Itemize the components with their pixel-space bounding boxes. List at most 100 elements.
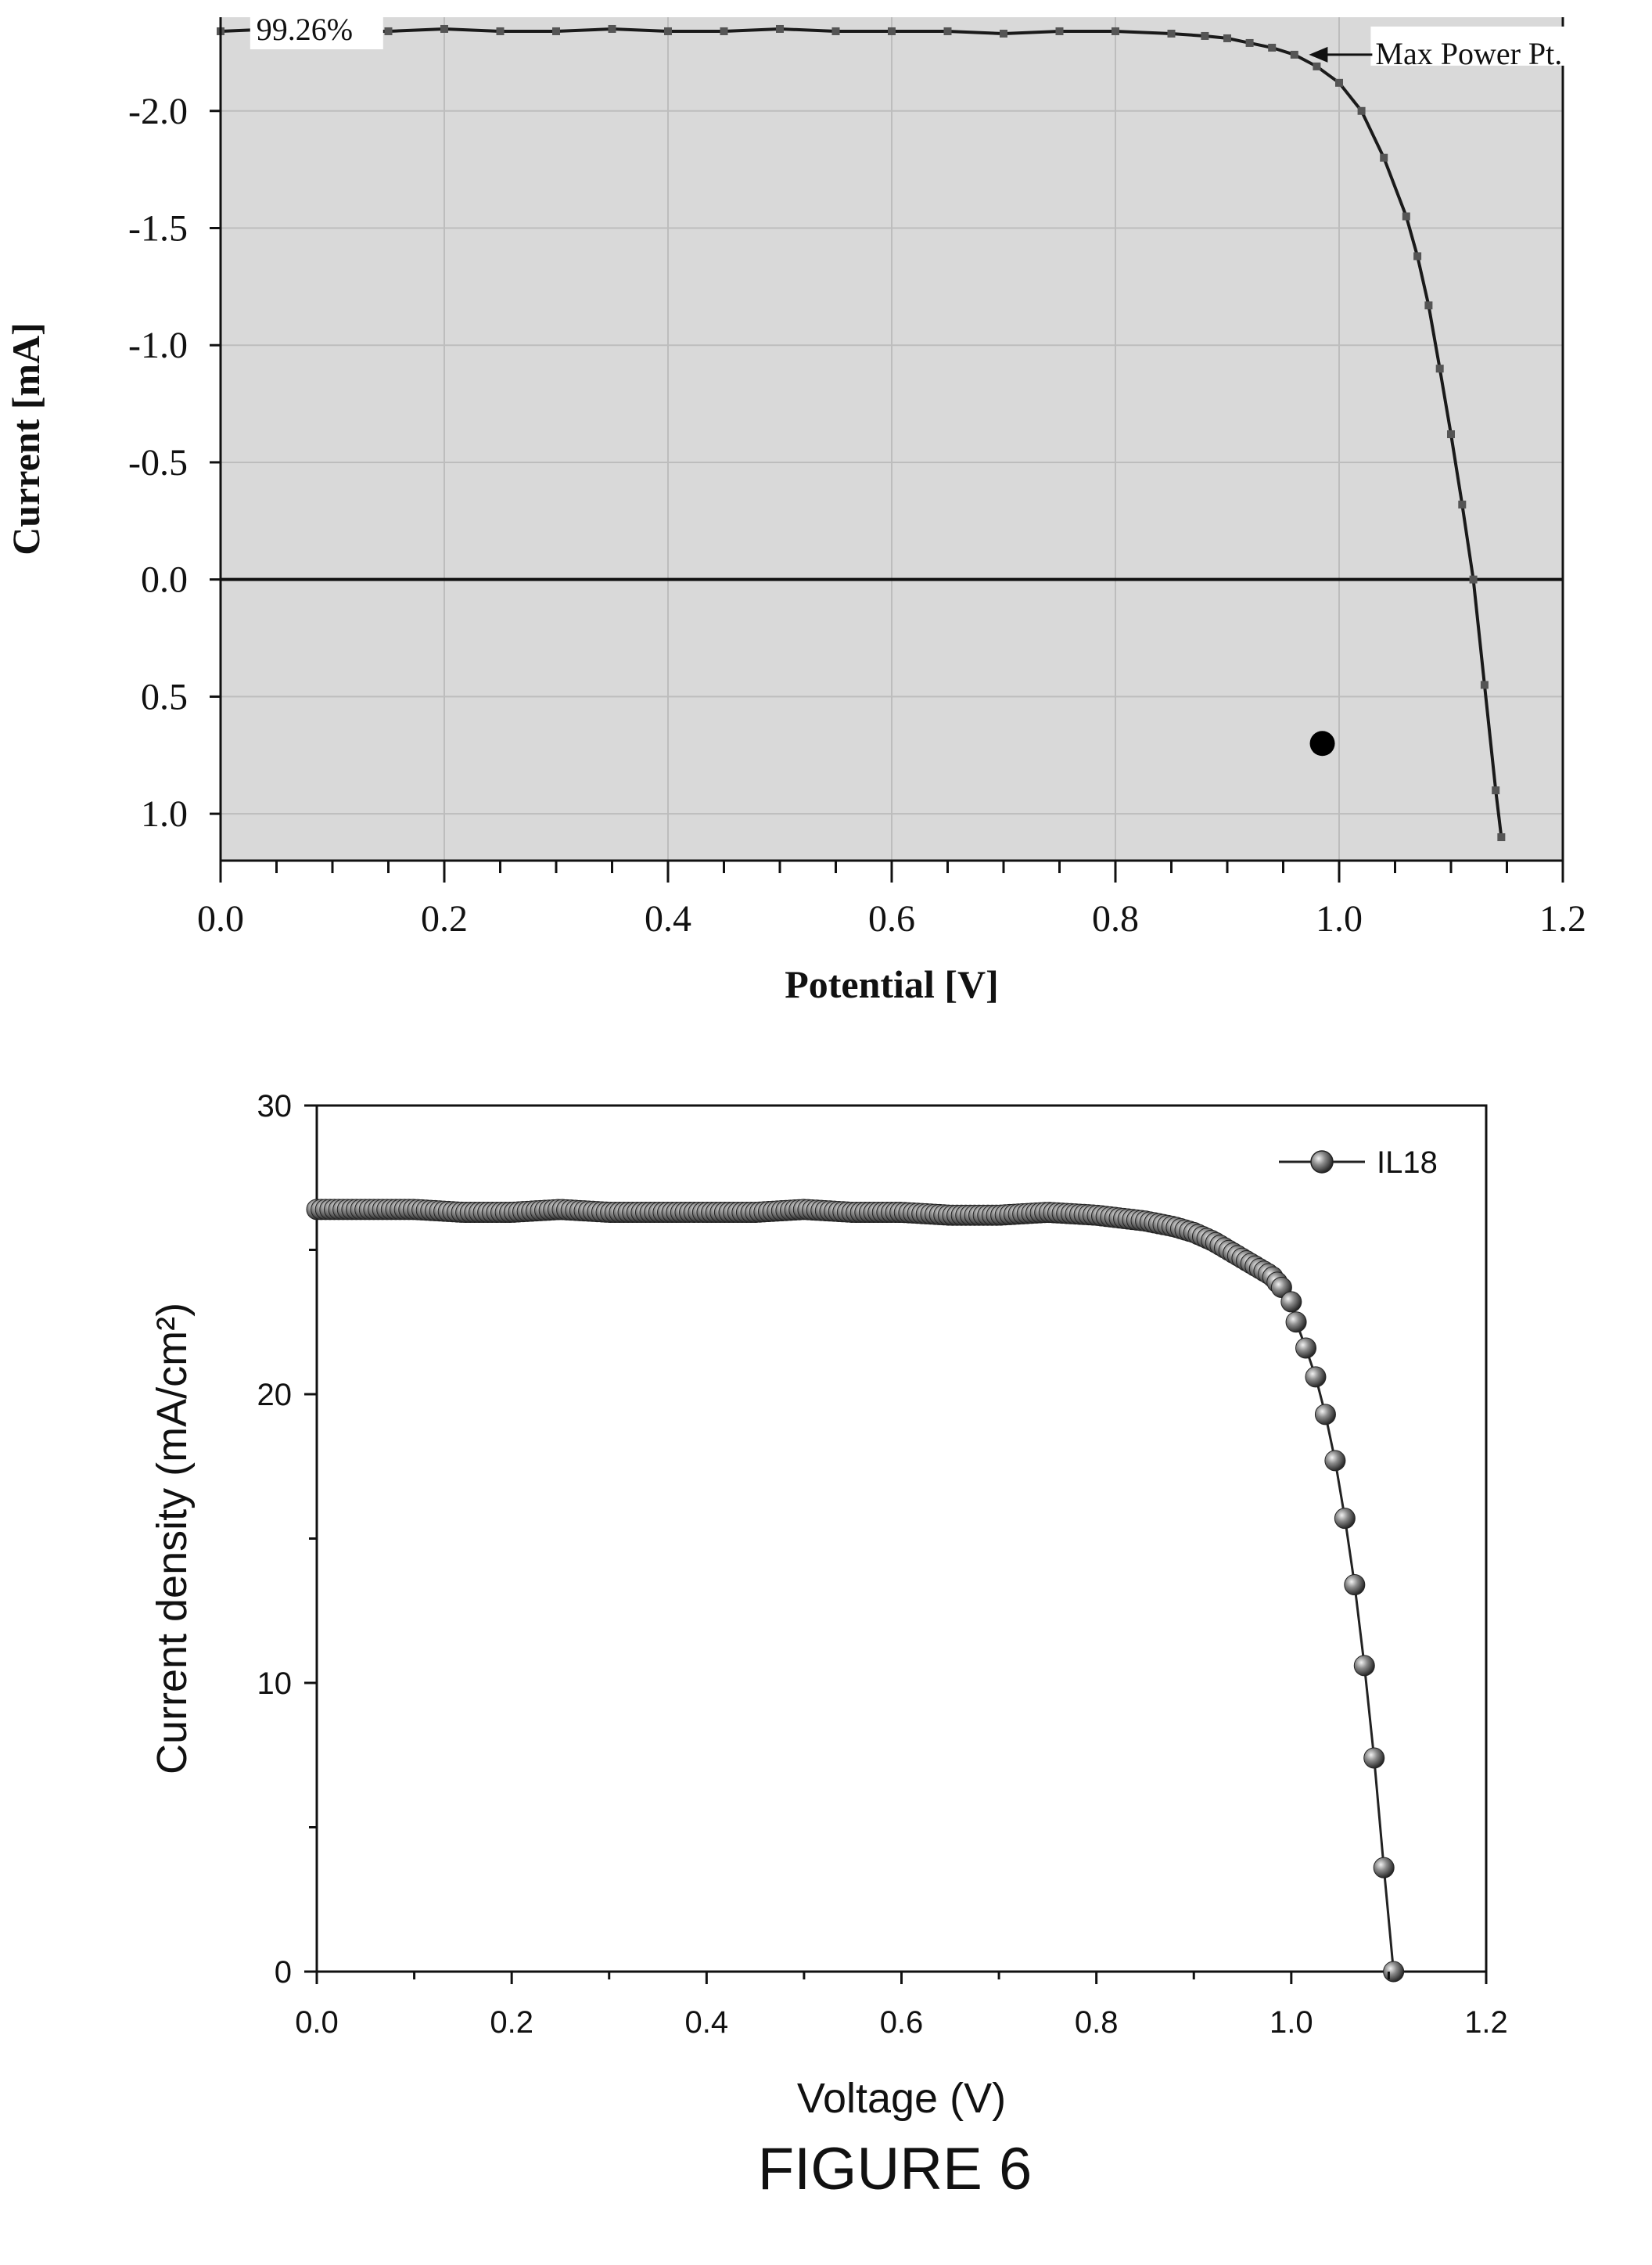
y-tick-label: 0.0	[141, 559, 188, 601]
data-point-marker	[1480, 681, 1489, 689]
annotation-max-power-background	[1370, 26, 1592, 66]
data-point-marker	[1314, 1404, 1336, 1426]
max-power-point-marker	[1309, 731, 1335, 757]
x-tick-label: 1.2	[1539, 898, 1586, 940]
data-point-marker	[1245, 38, 1254, 47]
x-tick-label: 0.2	[421, 898, 468, 940]
data-point-marker	[1458, 500, 1467, 509]
x-tick-labels: 0.0 0.2 0.4 0.6 0.8 1.0 1.2	[197, 898, 1586, 940]
y-tick-label: -1.0	[128, 325, 188, 366]
y-tick-label: -0.5	[128, 442, 188, 484]
data-point-marker	[1469, 575, 1478, 584]
y-tick-label: 30	[257, 1089, 293, 1124]
data-point-marker	[1402, 212, 1410, 221]
annotation-efficiency: 99.26%	[250, 8, 383, 49]
plot-frame	[315, 1104, 1488, 1973]
data-point-marker	[1290, 50, 1298, 59]
data-point-marker	[1447, 430, 1455, 439]
data-point-marker	[1492, 786, 1500, 795]
data-point-marker	[1055, 27, 1064, 35]
data-point-marker	[1268, 43, 1277, 52]
data-point-marker	[831, 27, 840, 35]
x-tick-label: 0.6	[868, 898, 915, 940]
data-point-marker	[1223, 34, 1231, 42]
arrow-head-icon	[1309, 46, 1328, 63]
y-tick-label: 0.5	[141, 676, 188, 717]
x-tick-label: 1.0	[1316, 898, 1363, 940]
data-point-marker	[1344, 1574, 1366, 1596]
annotation-efficiency-label: 99.26%	[257, 12, 353, 47]
data-point-marker	[1435, 365, 1444, 373]
figure-caption: FIGURE 6	[758, 2136, 1032, 2202]
y-tick-labels: 0 10 20 30	[257, 1089, 293, 1990]
data-point-marker	[888, 27, 896, 35]
annotation-max-power: Max Power Pt.	[1309, 26, 1592, 71]
annotation-max-power-label: Max Power Pt.	[1375, 36, 1562, 71]
legend-sphere-marker-icon	[1310, 1150, 1334, 1174]
x-tick-label: 0.8	[1075, 2005, 1119, 2040]
y-tick-label: 1.0	[141, 793, 188, 835]
x-tick-label: 0.4	[645, 898, 691, 940]
x-tick-label: 1.2	[1464, 2005, 1508, 2040]
data-point-marker	[1334, 1508, 1356, 1530]
data-point-marker	[1324, 1450, 1346, 1472]
x-tick-label: 0.0	[197, 898, 244, 940]
data-point-marker	[1373, 1857, 1395, 1879]
data-point-marker	[552, 27, 560, 35]
data-point-marker	[1357, 106, 1366, 115]
x-tick-label: 1.0	[1270, 2005, 1313, 2040]
data-point-marker	[440, 24, 448, 33]
data-point-marker	[1305, 1366, 1327, 1388]
data-point-marker	[1295, 1337, 1317, 1359]
data-point-marker	[776, 24, 784, 33]
x-axis-label: Voltage (V)	[797, 2075, 1006, 2122]
data-point-marker	[384, 27, 393, 35]
data-point-marker	[720, 27, 728, 35]
x-tick-label: 0.8	[1092, 898, 1139, 940]
data-point-marker	[1313, 62, 1321, 70]
series-markers-il18	[306, 1199, 1405, 1983]
x-tick-label: 0.0	[295, 2005, 339, 2040]
data-point-marker	[1167, 29, 1176, 38]
tick-marks	[210, 110, 1564, 883]
data-point-marker	[1497, 833, 1506, 842]
data-point-marker	[1424, 301, 1433, 310]
data-point-marker	[1353, 1655, 1375, 1677]
x-tick-label: 0.6	[880, 2005, 924, 2040]
data-point-marker	[1112, 27, 1119, 35]
y-tick-labels: -2.0 -1.5 -1.0 -0.5 0.0 0.5 1.0	[128, 91, 188, 835]
iv-curve-chart-top: 0.0 0.2 0.4 0.6 0.8 1.0 1.2 -2.0 -1.5 -1.0 -0.5 0.…	[4, 8, 1592, 1006]
data-point-marker	[1363, 1747, 1385, 1769]
data-point-marker	[1285, 1311, 1307, 1333]
legend-label-il18: IL18	[1377, 1145, 1438, 1180]
annotation-efficiency-background	[250, 8, 383, 49]
data-point-marker	[608, 24, 616, 33]
series-markers	[217, 24, 1506, 842]
x-axis-label: Potential [V]	[785, 962, 999, 1006]
y-axis-label: Current [mA]	[4, 322, 48, 555]
current-density-chart-bottom: 0.0 0.2 0.4 0.6 0.8 1.0 1.2 0 10 20 30 IL18 Volta…	[149, 1089, 1508, 2122]
tick-marks	[304, 1104, 1488, 1984]
y-axis-label: Current density (mA/cm²)	[149, 1303, 196, 1774]
data-point-marker	[1413, 252, 1422, 261]
data-point-marker	[664, 27, 672, 35]
data-point-marker	[1000, 29, 1007, 38]
x-tick-label: 0.2	[490, 2005, 533, 2040]
x-tick-label: 0.4	[685, 2005, 729, 2040]
data-point-marker	[1380, 153, 1388, 162]
y-tick-label: -1.5	[128, 208, 188, 250]
data-point-marker	[1383, 1961, 1405, 1983]
data-point-marker	[1280, 1291, 1302, 1313]
data-point-marker	[943, 27, 952, 35]
y-tick-label: 20	[257, 1378, 293, 1412]
data-point-marker	[1201, 31, 1209, 40]
y-tick-label: -2.0	[128, 91, 188, 132]
data-point-marker	[496, 27, 505, 35]
y-tick-label: 10	[257, 1666, 293, 1701]
data-point-marker	[1335, 78, 1343, 87]
y-tick-label: 0	[275, 1955, 292, 1990]
x-tick-labels: 0.0 0.2 0.4 0.6 0.8 1.0 1.2	[295, 2005, 1508, 2040]
legend: IL18	[1279, 1145, 1438, 1180]
grid-lines	[220, 17, 1564, 861]
